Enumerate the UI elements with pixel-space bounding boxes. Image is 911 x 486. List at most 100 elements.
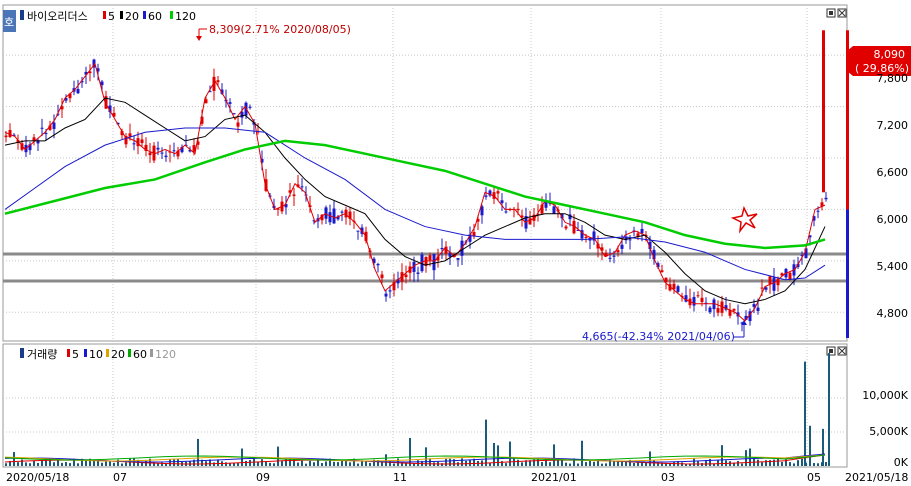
volume-bar [473, 458, 475, 466]
candle-body [540, 204, 544, 214]
ma20-swatch [120, 11, 123, 19]
volume-bar [517, 459, 519, 466]
volume-bar [137, 459, 139, 466]
vma120-swatch [150, 349, 153, 357]
volume-bar [585, 462, 587, 466]
volume-bar [413, 463, 415, 466]
volume-bar [541, 462, 543, 466]
volume-legend: 거래량 5 10 20 60 120 [20, 348, 176, 361]
volume-ma-line [4, 454, 826, 462]
candle-body [372, 258, 376, 264]
volume-bar [69, 463, 71, 466]
volume-bar [665, 463, 667, 466]
volume-bar [385, 454, 387, 466]
candle-body [812, 216, 816, 221]
volume-bar [293, 458, 295, 466]
x-tick-label: 2021/05/18 [845, 471, 908, 484]
candle-body [692, 296, 696, 306]
volume-bar [533, 459, 535, 466]
candle-body [656, 263, 660, 268]
candle-body [400, 272, 404, 282]
volume-bar [265, 461, 267, 466]
volume-bar [277, 446, 279, 466]
candle-body [448, 252, 452, 257]
candle-body [196, 141, 200, 145]
volume-bar [689, 463, 691, 466]
candle-body [212, 76, 216, 91]
candle-body [740, 322, 744, 324]
vma60-swatch [128, 349, 131, 357]
volume-bar [713, 463, 715, 466]
x-axis: 2020/05/18 07 09 11 2021/01 03 05 2021/0… [3, 466, 908, 484]
candle-body [436, 256, 440, 261]
candle-body [8, 129, 12, 138]
candle-body [64, 98, 68, 101]
x-tick-label: 07 [113, 471, 127, 484]
candle-body [500, 200, 504, 204]
candle-body [584, 237, 588, 239]
ma60-swatch [143, 11, 146, 19]
volume-panel-controls[interactable] [826, 346, 847, 356]
candle-body [480, 206, 484, 216]
candle-body [248, 106, 252, 108]
volume-bar [85, 460, 87, 466]
x-tick-label: 11 [393, 471, 407, 484]
candle-body [84, 71, 88, 75]
volume-bar [657, 461, 659, 466]
legend-marker-icon [20, 10, 24, 20]
ma5-label: 5 [108, 10, 115, 23]
ma60-label: 60 [148, 10, 162, 23]
candle-body [560, 213, 564, 219]
volume-bar [41, 460, 43, 466]
candle-body [384, 293, 388, 297]
volume-bar [553, 444, 555, 466]
candle-body [180, 147, 184, 153]
volume-bar [825, 461, 827, 466]
volume-bar [321, 463, 323, 466]
volume-bar [173, 458, 175, 466]
candle-body [148, 152, 152, 156]
volume-bar [81, 458, 83, 466]
candle-body [188, 149, 192, 152]
volume-bar [549, 462, 551, 466]
volume-bar [305, 463, 307, 466]
volume-bar [261, 459, 263, 466]
volume-bar [45, 459, 47, 466]
volume-bar [509, 441, 511, 466]
volume-bar [65, 462, 67, 466]
volume-bar [29, 463, 31, 466]
candle-body [800, 254, 804, 256]
volume-bar [717, 460, 719, 466]
volume-bar [693, 458, 695, 466]
candle-body [732, 308, 736, 311]
volume-bar [781, 461, 783, 466]
volume-bar [577, 463, 579, 466]
candle-body [796, 263, 800, 268]
volume-bar [237, 463, 239, 466]
candle-body [552, 206, 556, 214]
candle-body [96, 68, 100, 72]
volume-bar [349, 462, 351, 466]
volume-bar [361, 460, 363, 466]
candle-body [616, 250, 620, 253]
candle-body [468, 234, 472, 242]
x-tick-label: 2020/05/18 [6, 471, 69, 484]
volume-bar [341, 460, 343, 466]
volume-bar [613, 460, 615, 466]
x-tick-label: 05 [807, 471, 821, 484]
volume-bar [369, 462, 371, 466]
price-panel-controls[interactable] [826, 8, 847, 18]
candle-body [136, 138, 140, 147]
volume-bar [709, 458, 711, 466]
candle-body [28, 144, 32, 151]
volume-bar [281, 461, 283, 466]
volume-bar [625, 460, 627, 466]
candle-body [568, 214, 572, 220]
candle-body [816, 210, 820, 212]
side-tab[interactable] [3, 10, 16, 32]
volume-bar [789, 462, 791, 466]
candle-body [628, 239, 632, 241]
volume-bar [289, 458, 291, 466]
ma20-label: 20 [125, 10, 139, 23]
volume-bar [545, 459, 547, 466]
